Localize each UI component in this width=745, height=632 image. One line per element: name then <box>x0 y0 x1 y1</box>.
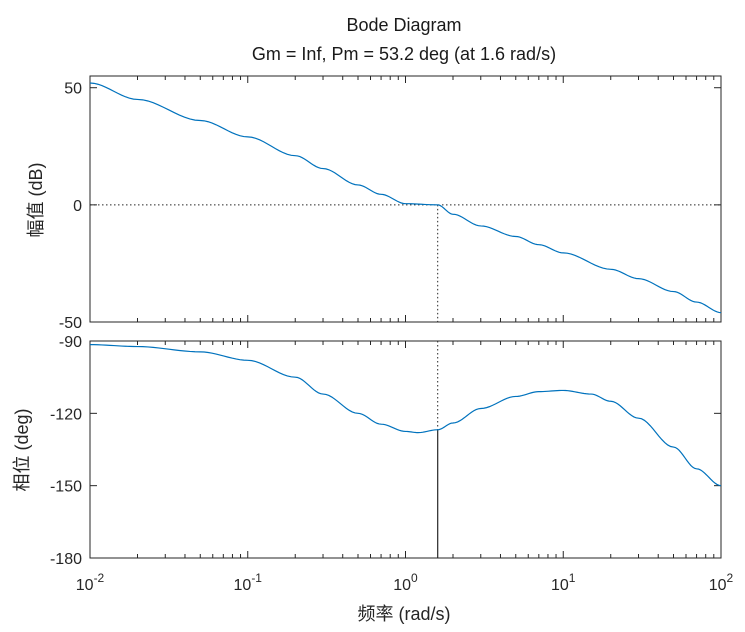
magnitude-plot-box <box>89 75 722 323</box>
phase-y-tick-label: -90 <box>59 334 82 351</box>
magnitude-y-tick-label: 50 <box>64 81 82 98</box>
x-tick-label: 10-1 <box>234 571 263 594</box>
x-tick-label: 100 <box>393 571 418 594</box>
phase-axes: -90 -120 -150 -180 相位 (deg) <box>12 334 722 568</box>
phase-y-tick-label: -150 <box>50 479 82 496</box>
phase-curve <box>89 344 722 487</box>
x-tick-label: 101 <box>551 571 576 594</box>
magnitude-y-tick-label: 0 <box>73 198 82 215</box>
phase-y-tick-label: -180 <box>50 551 82 568</box>
phase-ylabel: 相位 (deg) <box>12 408 32 491</box>
phase-plot-box <box>89 340 722 559</box>
phase-y-tick-label: -120 <box>50 406 82 423</box>
x-axis-label: 频率 (rad/s) <box>357 604 450 624</box>
chart-subtitle: Gm = Inf, Pm = 53.2 deg (at 1.6 rad/s) <box>252 44 556 64</box>
magnitude-y-tick-label: -50 <box>59 315 82 332</box>
magnitude-curve <box>89 82 722 314</box>
x-tick-label: 10-2 <box>76 571 105 594</box>
chart-title: Bode Diagram <box>346 15 461 35</box>
x-tick-label: 102 <box>709 571 734 594</box>
magnitude-axes: 50 0 -50 幅值 (dB) <box>26 75 722 332</box>
magnitude-ylabel: 幅值 (dB) <box>26 162 46 237</box>
